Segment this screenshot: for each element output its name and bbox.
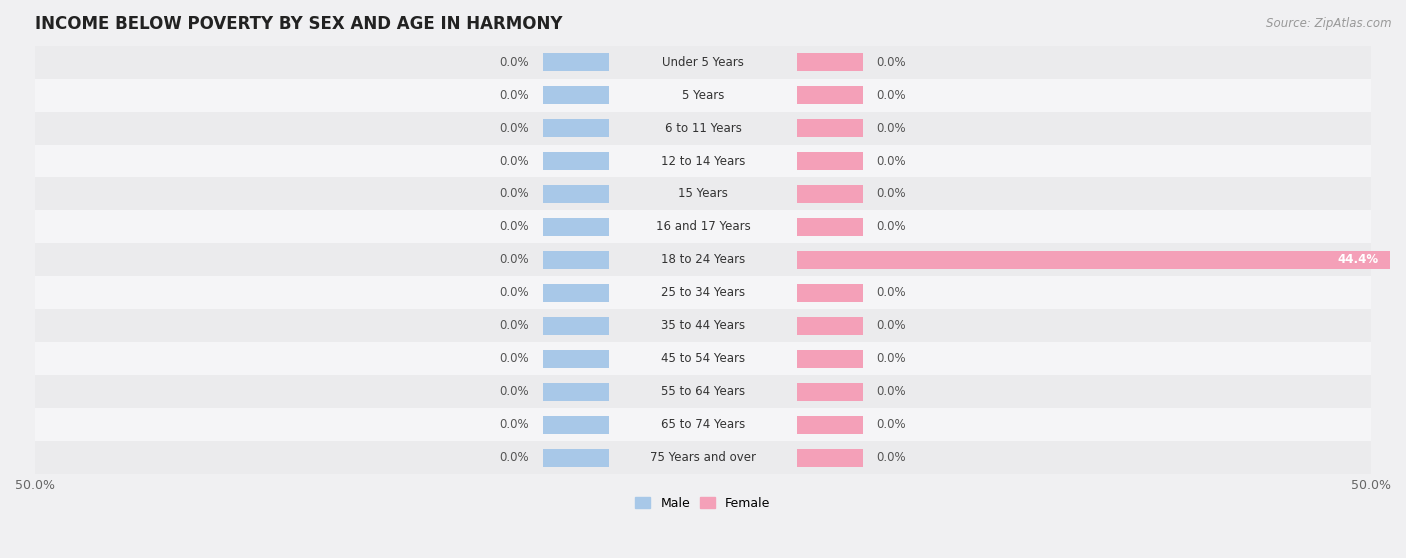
Bar — [797, 284, 863, 302]
Bar — [543, 185, 609, 203]
Bar — [797, 86, 863, 104]
Text: 0.0%: 0.0% — [499, 155, 529, 167]
Text: 0.0%: 0.0% — [499, 319, 529, 332]
Bar — [543, 119, 609, 137]
Text: 45 to 54 Years: 45 to 54 Years — [661, 352, 745, 365]
Bar — [797, 218, 863, 236]
Bar — [35, 342, 1371, 375]
Text: 44.4%: 44.4% — [1339, 253, 1379, 266]
Bar — [543, 53, 609, 71]
Text: 0.0%: 0.0% — [877, 155, 907, 167]
Text: 0.0%: 0.0% — [877, 352, 907, 365]
Text: 0.0%: 0.0% — [877, 286, 907, 299]
Bar — [35, 145, 1371, 177]
Bar — [797, 119, 863, 137]
Text: 0.0%: 0.0% — [877, 220, 907, 233]
Text: INCOME BELOW POVERTY BY SEX AND AGE IN HARMONY: INCOME BELOW POVERTY BY SEX AND AGE IN H… — [35, 15, 562, 33]
Legend: Male, Female: Male, Female — [630, 492, 776, 515]
Bar — [35, 243, 1371, 276]
Text: 0.0%: 0.0% — [499, 122, 529, 134]
Text: Source: ZipAtlas.com: Source: ZipAtlas.com — [1267, 17, 1392, 30]
Text: 0.0%: 0.0% — [877, 451, 907, 464]
Bar — [35, 441, 1371, 474]
Bar — [543, 86, 609, 104]
Text: 12 to 14 Years: 12 to 14 Years — [661, 155, 745, 167]
Text: 0.0%: 0.0% — [499, 187, 529, 200]
Text: 0.0%: 0.0% — [499, 220, 529, 233]
Bar — [35, 309, 1371, 342]
Text: 0.0%: 0.0% — [877, 56, 907, 69]
Bar — [35, 177, 1371, 210]
Bar — [35, 210, 1371, 243]
Text: 0.0%: 0.0% — [499, 89, 529, 102]
Bar — [797, 449, 863, 466]
Text: 0.0%: 0.0% — [877, 122, 907, 134]
Bar — [35, 408, 1371, 441]
Bar — [35, 276, 1371, 309]
Bar — [543, 350, 609, 368]
Bar — [543, 152, 609, 170]
Bar — [543, 218, 609, 236]
Text: 0.0%: 0.0% — [877, 319, 907, 332]
Bar — [35, 375, 1371, 408]
Bar — [543, 284, 609, 302]
Bar — [35, 46, 1371, 79]
Bar — [35, 112, 1371, 145]
Bar — [543, 416, 609, 434]
Text: 0.0%: 0.0% — [877, 187, 907, 200]
Bar — [543, 449, 609, 466]
Bar — [797, 383, 863, 401]
Text: 55 to 64 Years: 55 to 64 Years — [661, 385, 745, 398]
Bar — [797, 350, 863, 368]
Text: 0.0%: 0.0% — [499, 286, 529, 299]
Bar — [797, 416, 863, 434]
Bar — [35, 79, 1371, 112]
Text: 65 to 74 Years: 65 to 74 Years — [661, 418, 745, 431]
Bar — [543, 383, 609, 401]
Text: 0.0%: 0.0% — [877, 385, 907, 398]
Text: 25 to 34 Years: 25 to 34 Years — [661, 286, 745, 299]
Text: 0.0%: 0.0% — [499, 418, 529, 431]
Text: 15 Years: 15 Years — [678, 187, 728, 200]
Text: 6 to 11 Years: 6 to 11 Years — [665, 122, 741, 134]
Text: 0.0%: 0.0% — [877, 418, 907, 431]
Text: 0.0%: 0.0% — [499, 56, 529, 69]
Text: 0.0%: 0.0% — [499, 451, 529, 464]
Text: 0.0%: 0.0% — [499, 385, 529, 398]
Text: 0.0%: 0.0% — [877, 89, 907, 102]
Text: 0.0%: 0.0% — [499, 253, 529, 266]
Text: 75 Years and over: 75 Years and over — [650, 451, 756, 464]
Bar — [797, 317, 863, 335]
Text: 5 Years: 5 Years — [682, 89, 724, 102]
Bar — [797, 251, 1389, 269]
Bar — [797, 53, 863, 71]
Bar — [543, 251, 609, 269]
Bar — [797, 185, 863, 203]
Bar — [543, 317, 609, 335]
Text: 0.0%: 0.0% — [499, 352, 529, 365]
Text: 35 to 44 Years: 35 to 44 Years — [661, 319, 745, 332]
Text: 16 and 17 Years: 16 and 17 Years — [655, 220, 751, 233]
Text: Under 5 Years: Under 5 Years — [662, 56, 744, 69]
Text: 18 to 24 Years: 18 to 24 Years — [661, 253, 745, 266]
Bar — [797, 152, 863, 170]
